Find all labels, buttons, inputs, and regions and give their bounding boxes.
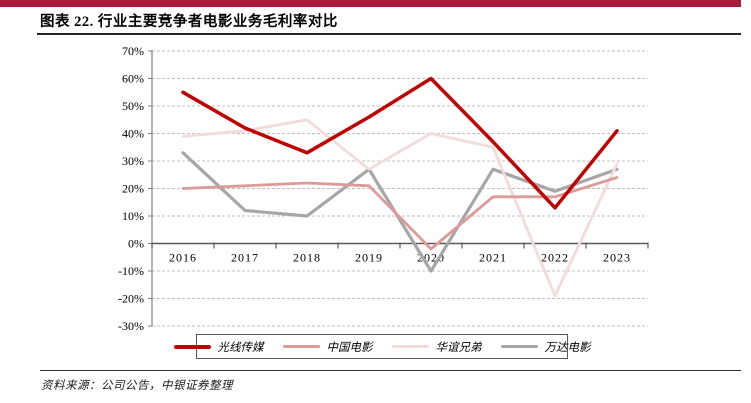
legend-item: 万达电影 bbox=[500, 339, 591, 355]
chart-legend: 光线传媒 中国电影 华谊兄弟 万达电影 bbox=[173, 334, 591, 359]
source-note: 资料来源：公司公告，中银证券整理 bbox=[41, 380, 233, 392]
y-tick-label: 30% bbox=[122, 154, 144, 168]
y-tick-label: -10% bbox=[118, 264, 144, 278]
y-tick-label: -30% bbox=[118, 319, 144, 333]
legend-item: 光线传媒 bbox=[173, 339, 264, 355]
legend-label: 华谊兄弟 bbox=[435, 341, 482, 354]
legend-label: 万达电影 bbox=[544, 341, 591, 354]
y-tick-label: 40% bbox=[122, 127, 144, 141]
x-tick-label: 2023 bbox=[603, 251, 631, 265]
x-tick-label: 2017 bbox=[231, 251, 259, 265]
line-chart-plot: 70% 60% 50% 40% 30% 20% 10% 0% -10% -20% -30% 2016 2… bbox=[118, 44, 649, 333]
title-underline bbox=[37, 33, 741, 35]
x-tick-label: 2021 bbox=[479, 251, 507, 265]
y-tick-label: -20% bbox=[118, 292, 144, 306]
legend-item: 中国电影 bbox=[282, 339, 373, 355]
x-tick-label: 2022 bbox=[541, 251, 569, 265]
chart-title: 图表 22. 行业主要竞争者电影业务毛利率对比 bbox=[40, 14, 338, 30]
legend-line-swatch bbox=[282, 345, 320, 348]
y-tick-label: 60% bbox=[122, 72, 144, 86]
y-tick-label: 10% bbox=[122, 209, 144, 223]
legend-line-swatch bbox=[173, 344, 211, 349]
footer-divider bbox=[40, 370, 741, 371]
y-tick-label: 20% bbox=[122, 182, 144, 196]
x-tick-label: 2016 bbox=[169, 251, 197, 265]
y-tick-label: 50% bbox=[122, 99, 144, 113]
legend-label: 光线传媒 bbox=[217, 341, 264, 354]
accent-bar bbox=[0, 0, 741, 7]
x-tick-label: 2018 bbox=[293, 251, 321, 265]
legend-line-swatch bbox=[500, 345, 538, 348]
series-line-万达电影 bbox=[181, 151, 619, 273]
y-tick-label: 70% bbox=[122, 44, 144, 58]
legend-item: 华谊兄弟 bbox=[391, 339, 482, 355]
series-line-光线传媒 bbox=[181, 76, 619, 210]
y-tick-label: 0% bbox=[128, 237, 144, 251]
x-tick-label: 2019 bbox=[355, 251, 383, 265]
legend-label: 中国电影 bbox=[326, 341, 373, 354]
series-line-华谊兄弟 bbox=[181, 118, 619, 298]
legend-line-swatch bbox=[391, 345, 429, 348]
